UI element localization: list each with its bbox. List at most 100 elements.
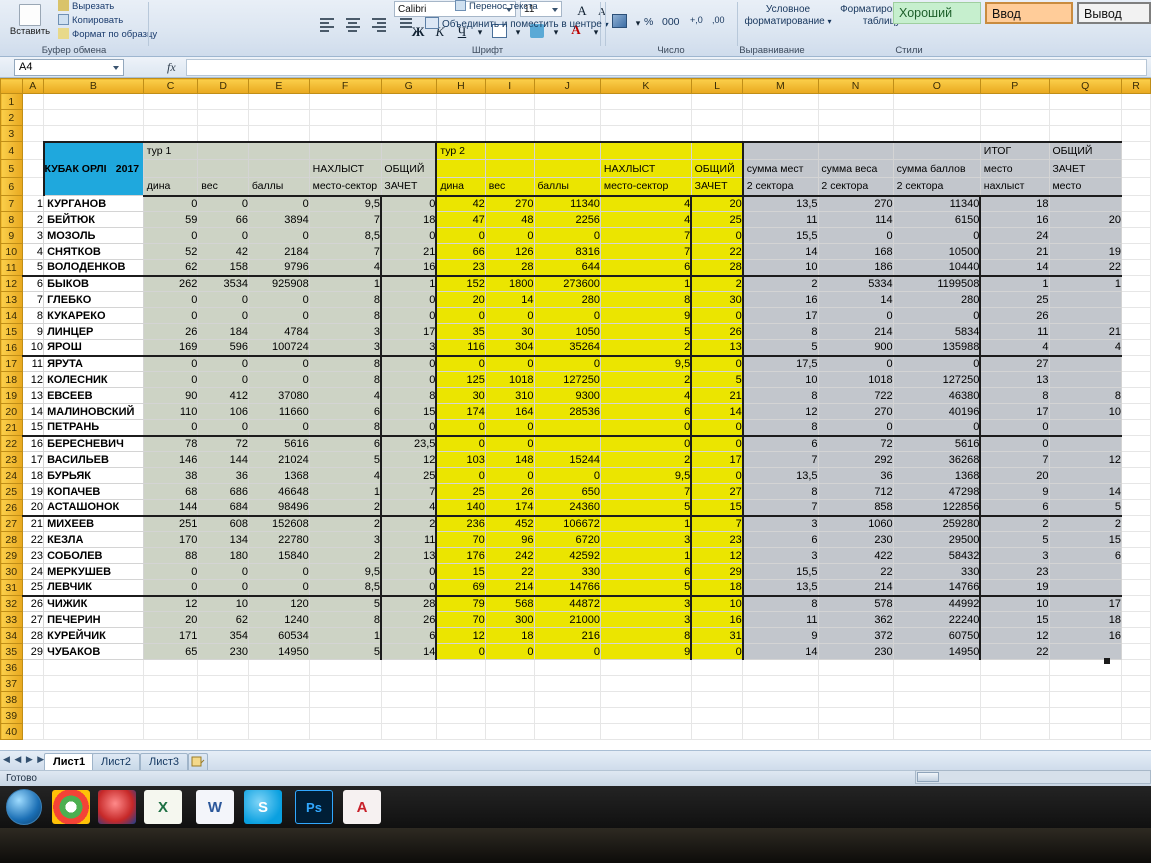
cell[interactable]: 9 [599,643,693,660]
cell[interactable]: 48 [484,211,535,228]
cell[interactable] [742,659,819,676]
cell[interactable] [599,691,692,708]
cell[interactable] [435,723,486,740]
row-header-6[interactable]: 6 [0,177,23,196]
cell[interactable] [690,109,744,126]
style-output[interactable]: Вывод [1077,2,1151,24]
cell[interactable]: 21 [1048,323,1122,340]
cell[interactable]: 8 [741,419,819,436]
cell[interactable]: 14 [484,291,535,308]
cell[interactable] [1120,109,1151,126]
cell-number[interactable]: 1 [21,195,45,212]
table-row[interactable]: 15 9 ЛИНЦЕР 26 184 4784 3 17 35 30 1050 5 26 8 214 583… [0,323,1151,340]
cell[interactable]: 568 [484,594,535,612]
cell[interactable]: 8 [308,371,383,388]
header-cell[interactable] [690,140,744,160]
cell[interactable]: 5 [979,531,1050,548]
cell[interactable]: 0 [247,419,310,436]
cell[interactable]: 6 [308,434,383,452]
cell[interactable] [533,723,601,740]
cell[interactable]: 15840 [247,547,310,564]
cell[interactable]: 230 [817,643,894,660]
cell[interactable]: 0 [247,227,310,244]
cell[interactable] [1048,691,1122,708]
cell[interactable]: 8,5 [308,227,383,244]
cell[interactable]: 122856 [892,499,982,516]
cell[interactable]: 1368 [892,467,982,484]
cell[interactable]: 25 [690,211,744,228]
cell[interactable] [1120,355,1151,372]
cell[interactable] [979,93,1050,110]
cell[interactable]: 8 [308,611,383,628]
align-right-button[interactable] [370,16,389,34]
cell[interactable]: 169 [142,339,199,356]
row-header-7[interactable]: 7 [0,195,23,212]
cell-number[interactable]: 19 [21,483,45,500]
cell[interactable]: 0 [892,227,982,244]
cell[interactable] [1120,323,1151,340]
cell[interactable]: 17 [380,323,437,340]
cell[interactable]: 10500 [892,243,982,260]
row-header-10[interactable]: 10 [0,243,23,260]
cell[interactable] [1120,595,1151,612]
header-cell[interactable] [142,159,199,178]
cell[interactable] [1120,125,1151,142]
cell[interactable] [21,177,45,196]
cell-number[interactable]: 6 [21,274,45,292]
cell[interactable]: 9300 [533,387,601,404]
cell[interactable]: 2 [380,514,437,532]
cell[interactable] [533,125,601,142]
cell[interactable] [1120,691,1151,708]
cell[interactable]: 12 [690,547,744,564]
cell[interactable] [533,109,601,126]
cell[interactable] [533,707,601,724]
cell[interactable]: 16 [979,211,1050,228]
cell[interactable] [599,723,692,740]
cell[interactable]: 30 [690,291,744,308]
cell[interactable]: 15 [380,403,437,420]
header-cell[interactable]: тур 2 [435,140,486,160]
column-header-J[interactable]: J [533,78,601,94]
column-header-L[interactable]: L [690,78,744,94]
cell[interactable] [1120,141,1151,160]
cell[interactable]: 31 [690,627,744,644]
cell[interactable]: 0 [690,467,744,484]
cell[interactable]: 22 [979,643,1050,660]
cell[interactable]: 2 [308,547,383,564]
cell[interactable] [308,723,382,740]
row-header-21[interactable]: 21 [0,419,23,436]
cell[interactable] [1048,434,1122,452]
table-row[interactable]: 22 16 БЕРЕСНЕВИЧ 78 72 5616 6 23,5 0 0 0 0 6 72 5616 0 [0,434,1151,452]
cell[interactable] [21,723,45,740]
cell-name[interactable]: ПЕТРАНЬ [43,419,144,436]
cell[interactable]: 144 [197,451,249,468]
header-cell[interactable] [247,140,310,160]
cell[interactable]: 1018 [484,371,535,388]
column-header-I[interactable]: I [484,78,535,94]
cell[interactable] [142,723,199,740]
cell[interactable]: 135988 [892,339,982,356]
cell[interactable]: 62 [142,259,199,276]
scrollbar-thumb[interactable] [917,772,939,782]
cell[interactable]: 60750 [892,627,982,644]
cell[interactable] [1048,723,1122,740]
cell-number[interactable]: 10 [21,339,45,356]
cell[interactable]: 0 [197,291,249,308]
cell[interactable]: 26 [380,611,437,628]
cell[interactable]: 8,5 [308,579,383,596]
cell[interactable]: 686 [197,483,249,500]
word-icon[interactable]: W [196,790,234,824]
table-row[interactable]: 24 18 БУРЬЯК 38 36 1368 4 25 0 0 0 9,5 0 13,5 36 1368 2… [0,467,1151,484]
cell[interactable]: 16 [741,291,819,308]
cell[interactable]: 270 [817,403,894,420]
cell[interactable] [742,93,819,110]
cell[interactable]: 17 [741,307,819,324]
cell[interactable] [308,125,382,142]
cell[interactable] [690,93,744,110]
cell[interactable] [43,659,144,676]
table-row[interactable]: 14 8 КУКАРЕКО 0 0 0 8 0 0 0 0 9 0 17 0 0 26 [0,307,1151,324]
table-row[interactable]: 21 15 ПЕТРАНЬ 0 0 0 8 0 0 0 0 0 8 0 0 0 [0,419,1151,436]
cell[interactable]: 596 [197,339,249,356]
cell[interactable]: 2184 [247,243,310,260]
